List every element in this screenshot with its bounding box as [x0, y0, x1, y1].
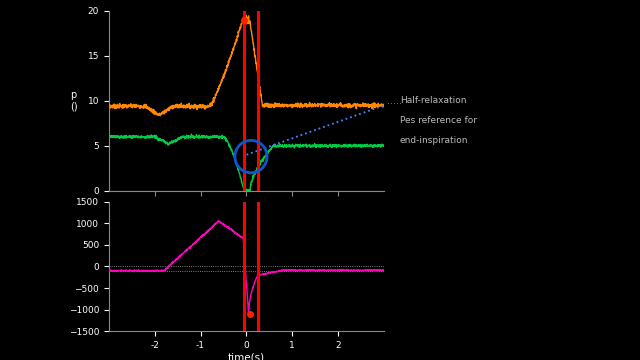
- Text: .....: .....: [387, 96, 402, 106]
- Text: Half-relaxation: Half-relaxation: [400, 96, 467, 105]
- Text: Pes reference for: Pes reference for: [400, 116, 477, 125]
- Text: end-inspiration: end-inspiration: [400, 136, 468, 145]
- X-axis label: time(s): time(s): [228, 353, 265, 360]
- Y-axis label: p
(): p (): [70, 90, 77, 112]
